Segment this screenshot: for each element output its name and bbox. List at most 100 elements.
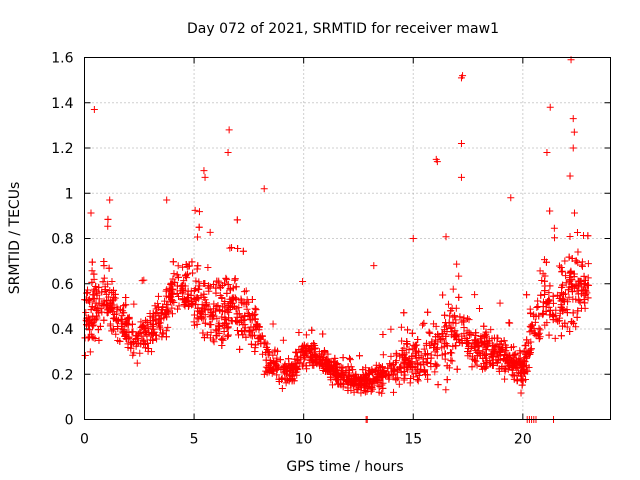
data-point (286, 371, 294, 379)
data-point (534, 331, 542, 339)
data-point (566, 277, 574, 285)
data-point (218, 294, 226, 302)
data-point (563, 309, 571, 317)
data-point (170, 270, 178, 278)
data-point (130, 338, 138, 346)
data-point (108, 288, 116, 296)
data-point (355, 381, 363, 389)
data-point (507, 344, 515, 352)
data-point (386, 360, 394, 368)
data-point (265, 349, 273, 357)
data-point (582, 287, 590, 295)
data-point (520, 348, 528, 356)
data-point (259, 350, 267, 358)
data-point-outlier (409, 235, 417, 242)
data-point-outlier (507, 194, 515, 202)
data-point (442, 340, 450, 348)
data-point (519, 377, 527, 385)
data-point (240, 288, 248, 296)
data-point (204, 284, 212, 292)
data-point (380, 368, 388, 376)
data-point (558, 289, 566, 297)
data-point (412, 354, 420, 362)
data-point (120, 302, 128, 310)
data-point (214, 302, 222, 310)
data-point-outlier (543, 149, 551, 157)
data-point (133, 359, 141, 367)
data-point (175, 302, 183, 310)
data-point (323, 367, 331, 375)
data-point (426, 329, 434, 337)
data-point (122, 293, 130, 301)
data-point (349, 366, 357, 374)
data-point (192, 277, 200, 285)
data-point (184, 287, 192, 295)
data-point (566, 276, 574, 284)
data-point (473, 361, 481, 369)
data-point (568, 254, 576, 262)
data-point (193, 265, 201, 273)
data-point (453, 260, 461, 268)
data-point (453, 365, 461, 373)
data-point (130, 300, 138, 308)
data-point (414, 335, 422, 343)
data-point (194, 262, 202, 270)
data-point (91, 334, 99, 342)
data-point (581, 276, 589, 284)
data-point (237, 295, 245, 303)
data-point (257, 340, 265, 348)
data-point (187, 291, 195, 299)
data-point (460, 323, 468, 331)
data-point (378, 389, 386, 397)
data-point (578, 261, 586, 269)
data-point (142, 327, 150, 335)
data-point (434, 381, 442, 389)
data-point (182, 271, 190, 279)
data-point (342, 369, 350, 377)
data-point (436, 335, 444, 343)
data-point (549, 292, 557, 300)
data-point (573, 313, 581, 321)
data-point (442, 319, 450, 327)
data-point (237, 316, 245, 324)
data-point (100, 262, 108, 270)
data-point (554, 317, 562, 325)
data-point (219, 303, 227, 311)
data-point (566, 172, 574, 180)
tick-layer: 0 0.2 0.4 0.6 0.8 1 1.2 1.4 1.6 0 5 10 15 20 (51, 51, 611, 448)
data-point (375, 362, 383, 370)
data-point (252, 341, 260, 349)
data-point (472, 357, 480, 365)
data-point (403, 366, 411, 374)
data-point (191, 206, 199, 214)
data-point (295, 329, 303, 337)
data-point (442, 350, 450, 358)
data-point (224, 332, 232, 340)
data-point (222, 274, 230, 282)
data-point (223, 276, 231, 284)
points-layer (81, 56, 592, 423)
data-point (202, 301, 210, 309)
data-point (558, 268, 566, 276)
data-point (213, 277, 221, 285)
data-point (199, 329, 207, 337)
data-point (246, 315, 254, 323)
data-point (174, 273, 182, 281)
data-point (241, 326, 249, 334)
data-point (550, 224, 558, 232)
data-point (169, 258, 177, 266)
y-tick-label: 0.6 (51, 277, 73, 293)
data-point (185, 262, 193, 270)
data-point (170, 299, 178, 307)
data-point (87, 209, 95, 217)
data-point (192, 300, 200, 308)
data-point (541, 287, 549, 295)
data-point (390, 388, 398, 396)
data-point (420, 368, 428, 376)
data-point (129, 351, 137, 359)
data-point (324, 363, 332, 371)
data-point (419, 355, 427, 363)
data-point (100, 316, 108, 324)
data-point (470, 356, 478, 364)
data-point (397, 363, 405, 371)
